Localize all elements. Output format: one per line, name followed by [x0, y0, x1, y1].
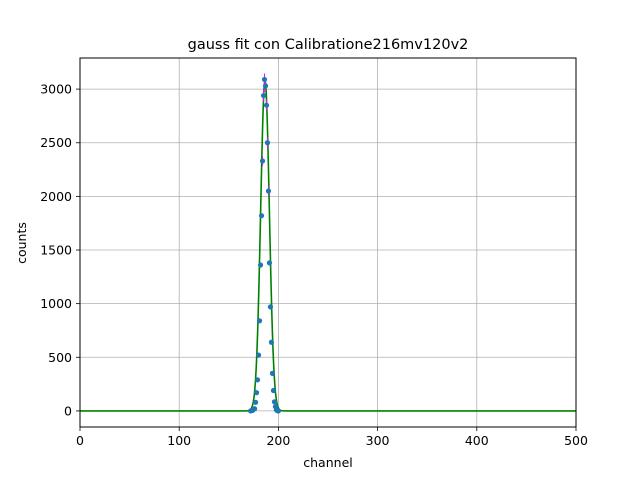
y-tick-label: 3000 — [40, 82, 72, 97]
data-point — [271, 399, 278, 405]
data-point — [275, 408, 281, 414]
data-point — [253, 390, 260, 396]
data-point — [262, 83, 269, 89]
data-point — [254, 377, 261, 383]
data-point — [267, 304, 274, 310]
x-axis-label: channel — [303, 455, 352, 470]
data-point — [265, 188, 272, 194]
chart-title: gauss fit con Calibratione216mv120v2 — [188, 37, 469, 53]
y-axis: 0 500 1000 1500 2000 2500 3000 — [40, 82, 80, 418]
y-tick-label: 0 — [64, 403, 72, 418]
x-tick-label: 100 — [167, 433, 191, 448]
x-tick-label: 500 — [564, 433, 588, 448]
data-point — [259, 158, 266, 164]
data-point — [256, 318, 263, 324]
y-tick-label: 1000 — [40, 296, 72, 311]
y-tick-label: 2500 — [40, 135, 72, 150]
fit-line — [80, 78, 576, 412]
x-tick-label: 0 — [76, 433, 84, 448]
data-point — [266, 260, 273, 266]
plot-marks — [80, 73, 576, 414]
data-point — [257, 262, 264, 268]
data-point — [268, 339, 275, 345]
data-point — [263, 102, 270, 108]
data-point — [264, 140, 271, 146]
x-tick-label: 300 — [366, 433, 390, 448]
data-point — [252, 399, 259, 405]
x-axis: 0 100 200 300 400 500 — [76, 427, 588, 448]
data-point — [270, 387, 277, 394]
data-point — [269, 370, 276, 376]
data-point — [255, 352, 262, 358]
y-axis-label: counts — [14, 222, 29, 264]
x-tick-label: 200 — [266, 433, 290, 448]
data-point — [251, 406, 258, 412]
y-tick-label: 2000 — [40, 189, 72, 204]
x-tick-label: 400 — [465, 433, 489, 448]
y-tick-label: 1500 — [40, 243, 72, 258]
data-point — [258, 213, 265, 219]
y-tick-label: 500 — [48, 350, 72, 365]
data-point — [261, 76, 268, 83]
data-point — [260, 92, 267, 99]
plot-frame — [79, 57, 577, 428]
